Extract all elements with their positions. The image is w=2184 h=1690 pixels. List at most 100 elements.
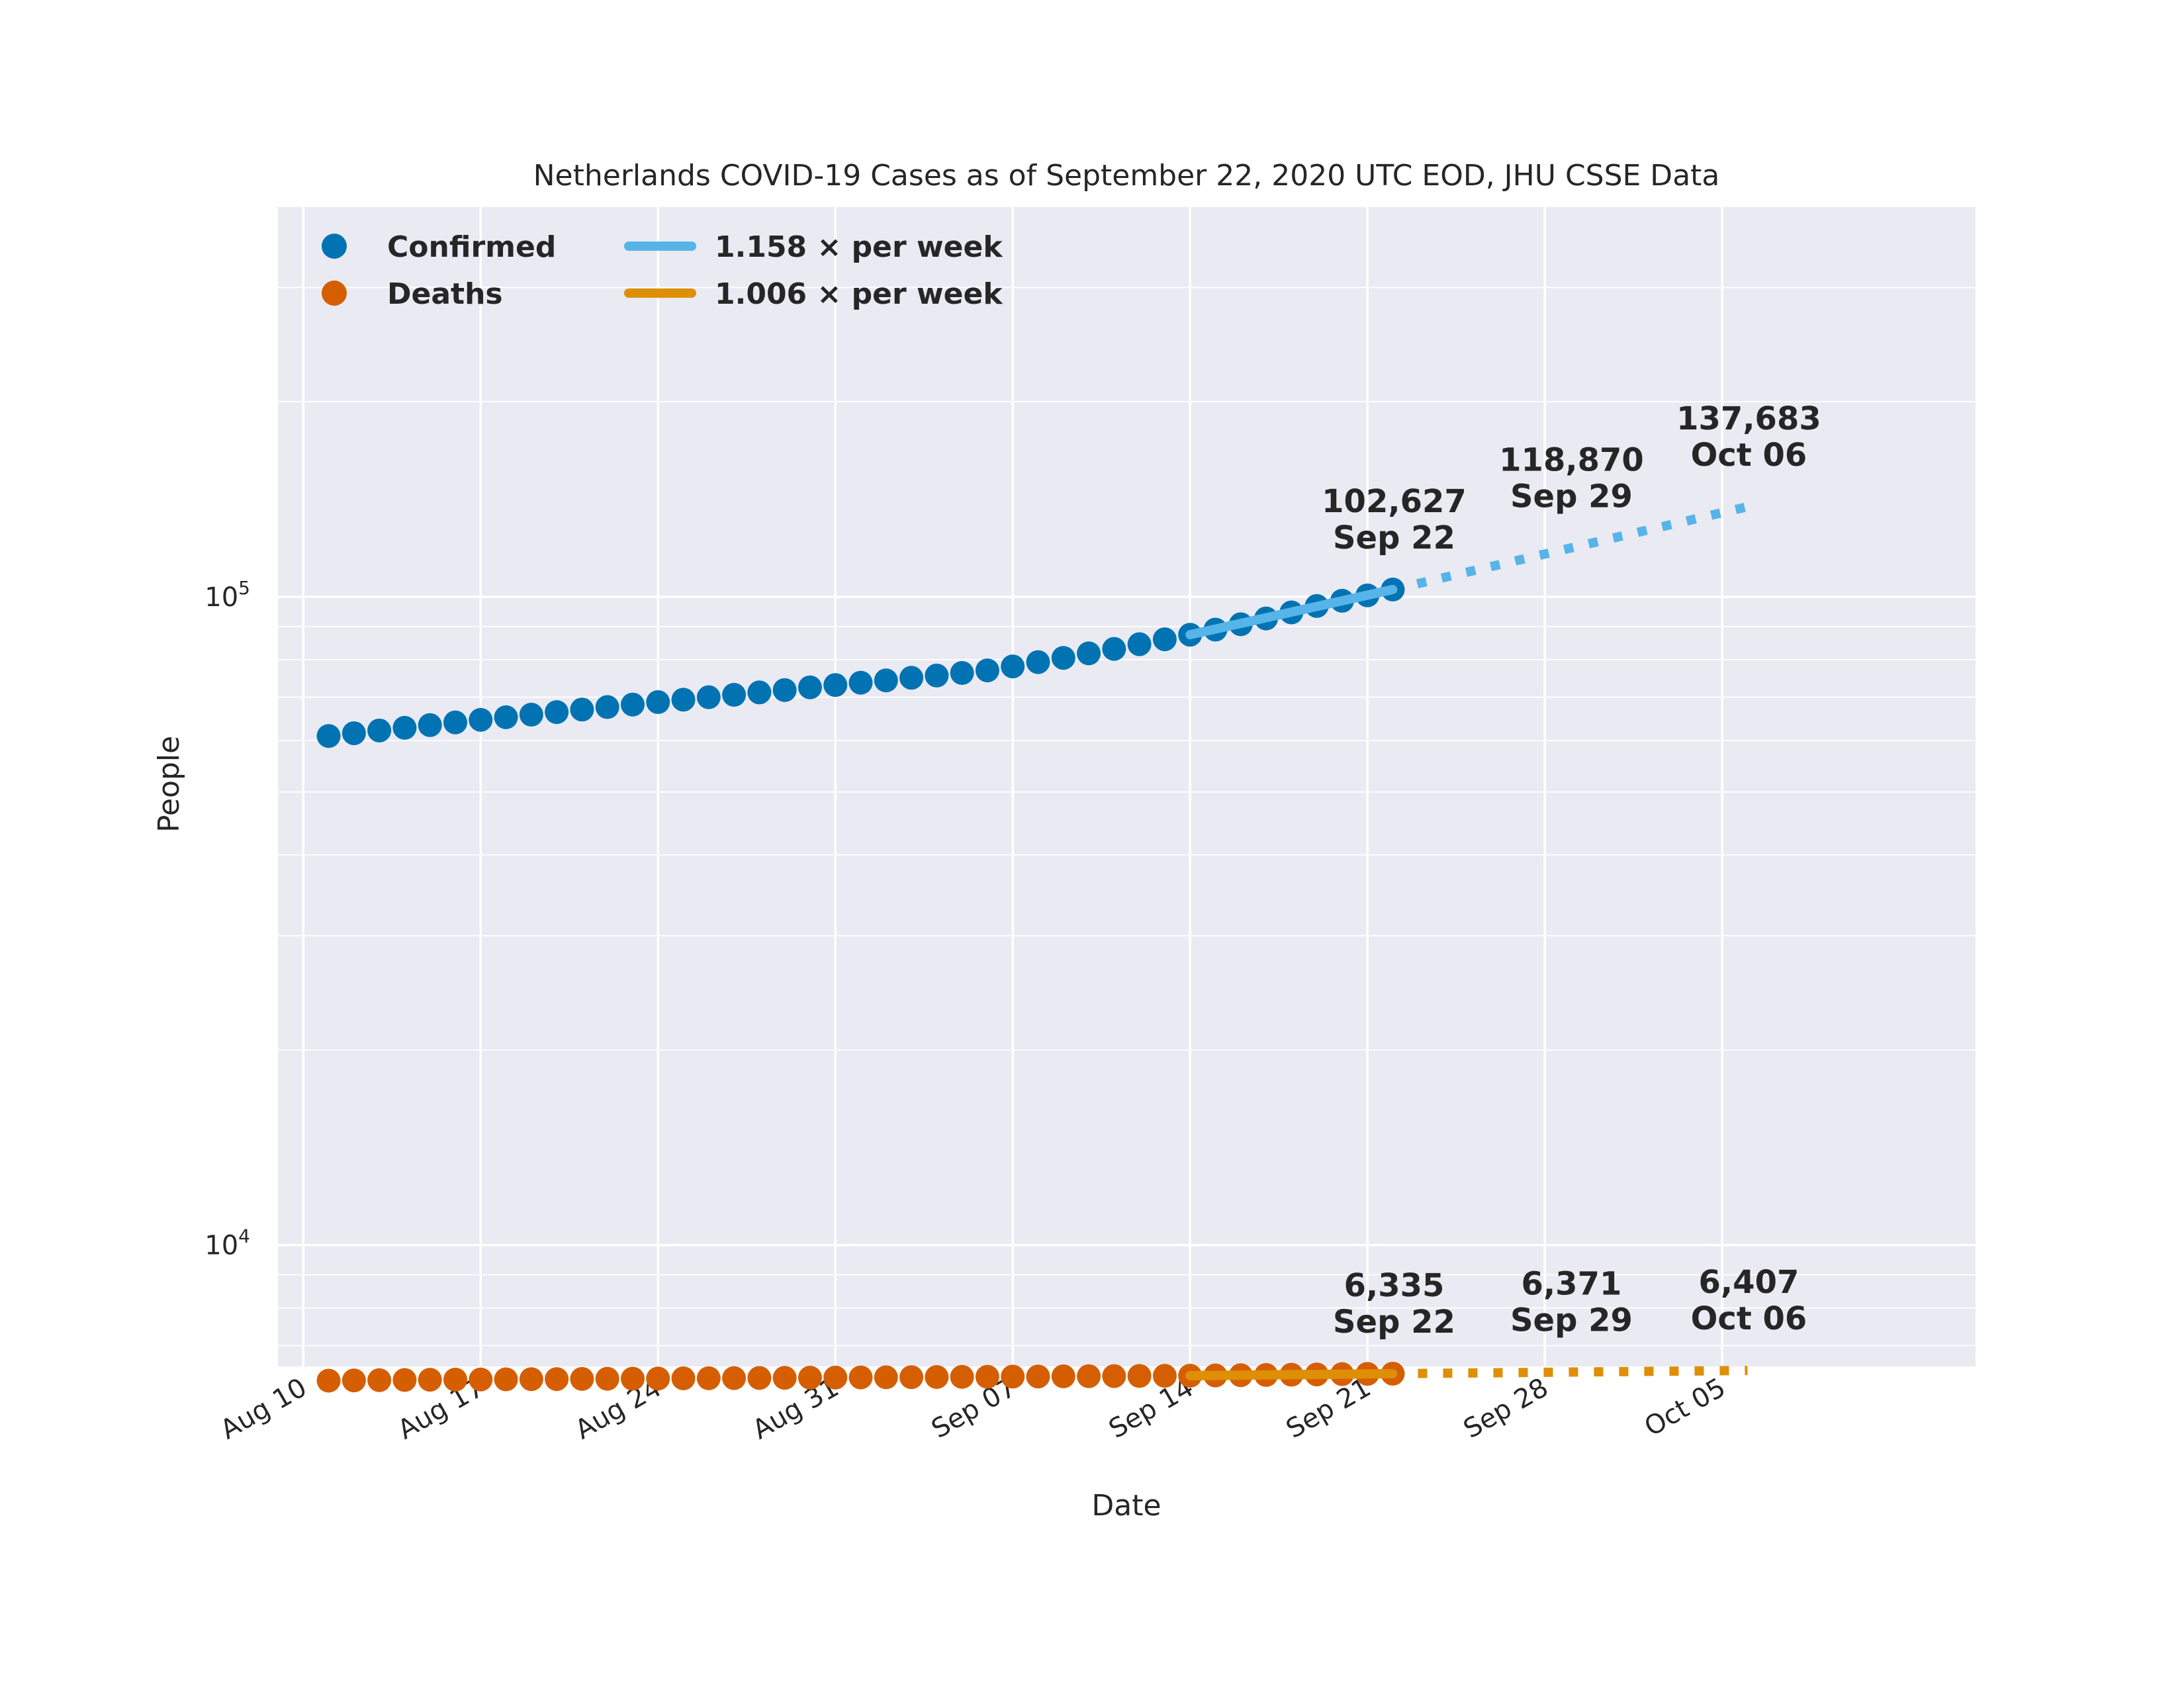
- data-point: [722, 1366, 747, 1390]
- data-point: [1102, 637, 1126, 661]
- x-tick-label: Oct 05: [1639, 1372, 1731, 1443]
- data-point: [620, 1366, 645, 1391]
- data-point: [772, 1366, 797, 1390]
- data-point: [671, 1366, 696, 1391]
- data-point: [367, 718, 392, 742]
- data-point: [545, 700, 569, 725]
- annotation-value: 118,870: [1499, 441, 1644, 478]
- y-axis-label: People: [152, 736, 186, 832]
- data-point: [874, 1365, 898, 1390]
- legend-marker: [322, 281, 347, 306]
- data-point: [1127, 1364, 1152, 1388]
- data-point: [316, 724, 341, 748]
- plot-background: [278, 206, 1976, 1366]
- data-point: [671, 688, 696, 712]
- data-point: [443, 1367, 467, 1392]
- projection-line: [1391, 502, 1749, 594]
- chart-title: Netherlands COVID-19 Cases as of Septemb…: [533, 159, 1720, 193]
- data-point: [1026, 650, 1050, 674]
- data-point: [595, 695, 619, 719]
- data-point: [1077, 641, 1101, 666]
- y-tick-label: 105: [205, 577, 250, 613]
- data-point: [443, 710, 467, 734]
- annotation-value: 102,627: [1322, 483, 1467, 520]
- annotation-date: Oct 06: [1691, 437, 1807, 474]
- data-point: [469, 707, 493, 732]
- data-point: [316, 1368, 341, 1393]
- data-point: [823, 673, 848, 697]
- legend-label: Deaths: [387, 277, 503, 311]
- data-point: [975, 658, 999, 683]
- data-point: [1051, 646, 1075, 670]
- data-point: [519, 1367, 543, 1392]
- data-point: [494, 705, 518, 729]
- data-point: [1152, 1364, 1177, 1388]
- data-point: [696, 685, 721, 709]
- data-point: [595, 1366, 619, 1391]
- data-point: [367, 1368, 392, 1392]
- data-point: [1077, 1364, 1101, 1388]
- fit-line-overlay: [1185, 1368, 1398, 1380]
- data-point: [620, 692, 645, 717]
- data-point: [797, 1366, 822, 1390]
- data-point: [1001, 654, 1025, 679]
- annotation-date: Oct 06: [1691, 1300, 1807, 1337]
- annotation-value: 137,683: [1676, 400, 1821, 437]
- data-point: [545, 1367, 569, 1392]
- data-point: [392, 1368, 417, 1392]
- data-point: [797, 675, 822, 699]
- data-point: [722, 683, 747, 707]
- annotation-date: Sep 22: [1333, 519, 1455, 556]
- data-point: [899, 1365, 924, 1390]
- y-tick-label: 104: [205, 1225, 250, 1261]
- data-point: [1152, 627, 1177, 652]
- data-point: [646, 690, 670, 715]
- data-point: [747, 1366, 772, 1390]
- data-point: [341, 721, 366, 746]
- legend: Confirmed Deaths 1.158 × per week 1.006 × p…: [322, 230, 1003, 311]
- data-point: [392, 715, 417, 740]
- data-point: [925, 1365, 949, 1390]
- legend-label: 1.158 × per week: [715, 230, 1003, 264]
- data-point: [341, 1368, 366, 1393]
- data-point: [696, 1366, 721, 1390]
- data-point: [1102, 1364, 1126, 1388]
- legend-label: Confirmed: [387, 230, 556, 264]
- annotation-value: 6,335: [1344, 1267, 1445, 1304]
- data-point: [570, 697, 594, 722]
- x-tick-label: Sep 28: [1459, 1372, 1553, 1445]
- data-point: [747, 680, 772, 705]
- data-point: [1026, 1364, 1050, 1389]
- data-point: [570, 1366, 594, 1391]
- annotation-value: 6,371: [1522, 1266, 1622, 1303]
- data-point: [1051, 1364, 1075, 1388]
- legend-label: 1.006 × per week: [715, 277, 1003, 311]
- annotation-date: Sep 29: [1510, 478, 1633, 515]
- data-point: [874, 668, 898, 693]
- annotation-value: 6,407: [1699, 1264, 1799, 1301]
- plot-area: Aug 10 Aug 17 Aug 24 Aug 31 Sep 07 Sep 14 Sep …: [205, 206, 1976, 1446]
- data-point: [418, 1368, 442, 1392]
- data-point: [494, 1367, 518, 1392]
- annotation-date: Sep 29: [1510, 1302, 1633, 1339]
- x-tick-label: Aug 10: [216, 1372, 312, 1446]
- fit-line-overlay: [1185, 584, 1398, 640]
- x-axis-label: Date: [1091, 1489, 1161, 1523]
- annotation-date: Sep 22: [1333, 1304, 1455, 1341]
- data-point: [469, 1367, 493, 1392]
- data-point: [1127, 632, 1152, 656]
- data-point: [950, 1364, 974, 1389]
- data-point: [519, 702, 543, 727]
- legend-marker: [322, 234, 347, 259]
- data-point: [646, 1366, 670, 1391]
- data-point: [950, 660, 974, 685]
- data-point: [925, 663, 949, 688]
- data-point: [772, 678, 797, 702]
- data-point: [975, 1364, 999, 1389]
- data-point: [899, 666, 924, 690]
- data-point: [418, 713, 442, 737]
- data-point: [823, 1365, 848, 1390]
- projection-line: [1392, 1366, 1748, 1378]
